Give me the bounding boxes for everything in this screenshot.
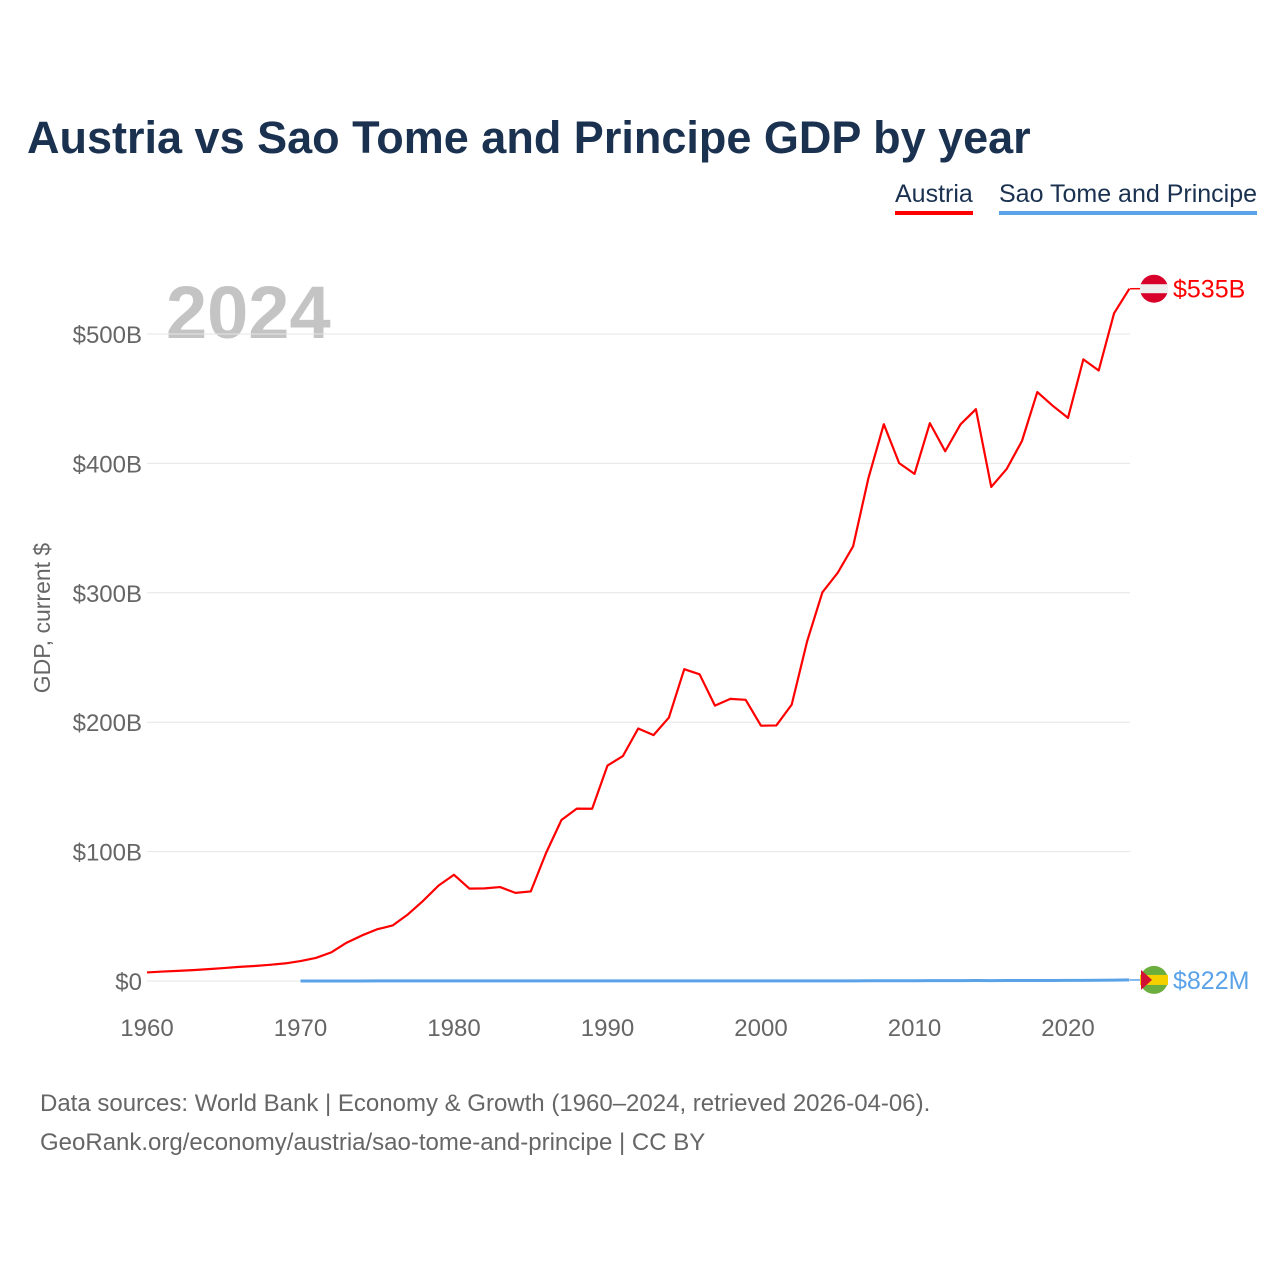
source-note: Data sources: World Bank | Economy & Gro… <box>40 1084 930 1162</box>
end-value-label: $535B <box>1173 276 1245 304</box>
y-tick-label: $0 <box>115 969 142 996</box>
legend-sao-tome[interactable]: Sao Tome and Principe <box>999 180 1258 215</box>
source-line-1: Data sources: World Bank | Economy & Gro… <box>40 1090 931 1117</box>
chart-title: Austria vs Sao Tome and Principe GDP by … <box>27 112 1031 163</box>
x-tick-label: 2010 <box>888 1015 941 1042</box>
series-line-austria <box>146 288 1131 974</box>
y-axis-label: GDP, current $ <box>29 543 55 694</box>
x-tick-label: 1980 <box>427 1015 480 1042</box>
y-tick-label: $500B <box>73 322 142 349</box>
source-line-2[interactable]: GeoRank.org/economy/austria/sao-tome-and… <box>40 1129 706 1156</box>
legend-austria[interactable]: Austria <box>895 180 973 215</box>
sao-tome-flag-triangle <box>1141 969 1152 990</box>
y-tick-label: $400B <box>73 451 142 478</box>
x-tick-label: 2020 <box>1041 1015 1094 1042</box>
end-value-label: $822M <box>1173 967 1249 995</box>
series-line-sao-tome <box>300 978 1130 983</box>
y-tick-label: $200B <box>73 710 142 737</box>
x-tick-label: 1960 <box>120 1015 173 1042</box>
y-tick-label: $100B <box>73 840 142 867</box>
current-year-label: 2024 <box>166 271 331 354</box>
x-tick-label: 2000 <box>734 1015 787 1042</box>
sao-tome-flag-stripe <box>1140 974 1168 985</box>
y-tick-label: $300B <box>73 581 142 608</box>
austria-flag-stripe <box>1140 284 1168 294</box>
x-tick-label: 1970 <box>274 1015 327 1042</box>
x-tick-label: 1990 <box>581 1015 634 1042</box>
